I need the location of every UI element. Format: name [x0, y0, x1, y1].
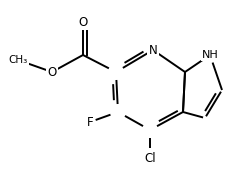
Text: F: F: [87, 116, 93, 129]
Text: CH₃: CH₃: [8, 55, 28, 65]
Text: O: O: [78, 15, 88, 28]
Text: N: N: [149, 43, 157, 56]
Text: O: O: [47, 66, 57, 78]
Text: Cl: Cl: [144, 151, 156, 164]
Text: NH: NH: [202, 50, 218, 60]
